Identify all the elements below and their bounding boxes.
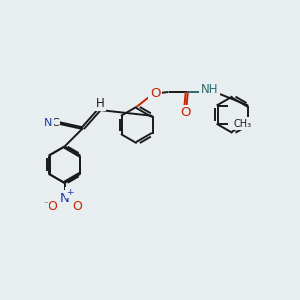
Text: N: N: [44, 118, 52, 128]
Text: +: +: [66, 188, 74, 197]
Text: NH: NH: [201, 83, 218, 96]
Text: O: O: [150, 87, 160, 100]
Text: C: C: [51, 118, 59, 128]
Text: O: O: [47, 200, 57, 213]
Text: H: H: [96, 97, 105, 110]
Text: ⁻: ⁻: [44, 201, 48, 210]
Text: O: O: [72, 200, 82, 213]
Text: N: N: [60, 192, 70, 205]
Text: CH₃: CH₃: [234, 119, 252, 129]
Text: O: O: [180, 106, 190, 119]
